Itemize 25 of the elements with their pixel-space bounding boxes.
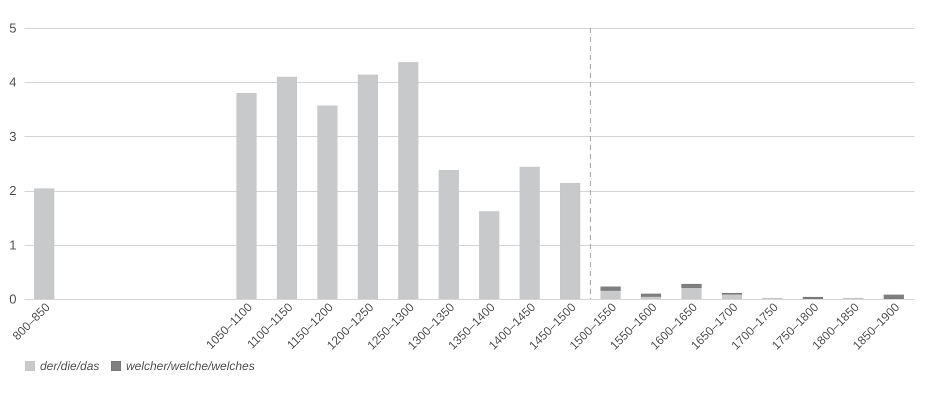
bar	[722, 294, 742, 299]
bar	[560, 183, 580, 299]
bar	[520, 166, 540, 299]
y-tick-label: 3	[9, 128, 16, 144]
bar	[681, 284, 702, 288]
bar	[884, 294, 904, 299]
bar	[236, 93, 257, 299]
bar	[600, 290, 621, 299]
y-tick-label: 4	[9, 74, 16, 90]
bar	[600, 286, 621, 291]
bar	[479, 211, 500, 299]
y-tick-label: 2	[9, 183, 16, 198]
bar	[34, 188, 54, 299]
bar	[276, 76, 298, 299]
y-tick-label: 0	[9, 292, 16, 306]
bar	[681, 288, 702, 299]
legend-label: welcher/welche/welches	[126, 359, 255, 373]
y-tick-label: 5	[9, 20, 16, 36]
bar	[358, 74, 378, 299]
y-tick-label: 1	[9, 237, 16, 252]
bar	[398, 62, 418, 299]
bar	[640, 294, 662, 297]
bar	[438, 170, 459, 299]
legend-label: der/die/das	[40, 359, 100, 373]
bar	[317, 106, 338, 299]
